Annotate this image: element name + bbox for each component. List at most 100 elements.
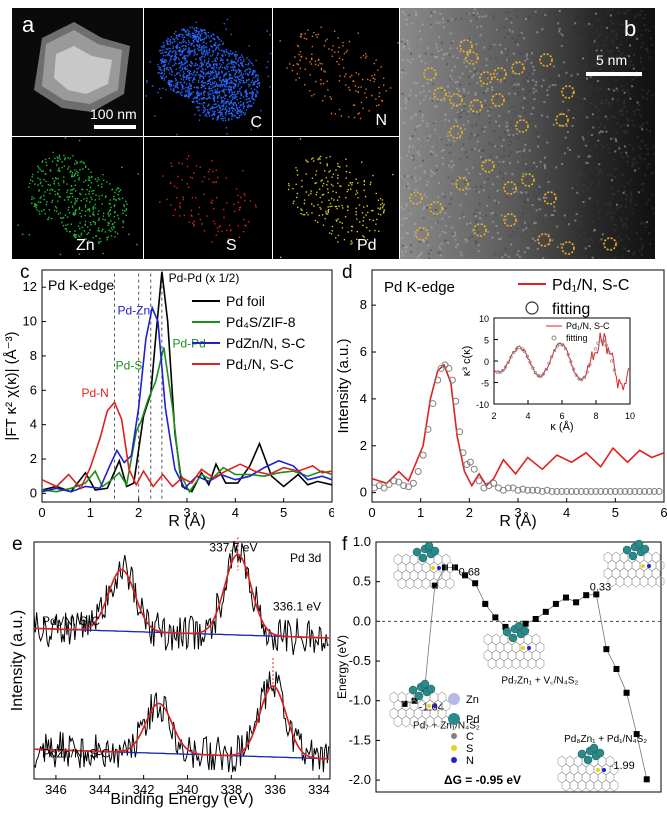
chart-f-point <box>472 580 479 587</box>
map-signal-dots <box>145 18 272 136</box>
chart-c-peak-label: Pd-S <box>116 359 143 373</box>
single-atom-marker <box>465 51 479 65</box>
graphene-cell <box>597 771 607 784</box>
graphene-cell <box>401 553 411 566</box>
chart-d-fit-point <box>452 397 460 405</box>
chart-f-point <box>542 608 549 615</box>
chart-c-ytick-label: 6 <box>30 382 37 397</box>
chart-c-peak-label: Pd-Pd <box>173 336 206 350</box>
single-atom-marker <box>479 71 493 85</box>
chart-f-point <box>482 600 489 607</box>
inset-fit-point <box>555 344 559 348</box>
inset-fit-point <box>558 342 562 346</box>
scale-bar <box>94 125 136 129</box>
graphene-cell <box>441 715 451 728</box>
chart-f-legend-label: S <box>466 743 473 755</box>
graphene-cell <box>615 559 625 572</box>
graphene-cell <box>577 763 587 776</box>
chart-d-xtick-label: 2 <box>466 505 473 520</box>
chart-d-xtick-label: 0 <box>368 505 375 520</box>
chart-d-fit-point <box>611 487 619 495</box>
graphene-cell <box>523 649 533 662</box>
chart-f-point <box>532 615 539 622</box>
graphene-cell <box>511 641 521 654</box>
single-atom-marker <box>491 93 505 107</box>
graphene-cell <box>631 575 641 588</box>
chart-d-fit-point <box>445 364 453 372</box>
chart-f-point <box>502 623 509 630</box>
chart-d-fit-point <box>405 483 412 491</box>
chart-f-point <box>573 599 580 606</box>
chart-f-value-label: -1.04 <box>419 701 444 713</box>
graphene-cell <box>581 771 591 784</box>
chart-c-xtick-label: 6 <box>328 505 334 520</box>
chart-d-xtick-label: 6 <box>660 505 667 520</box>
chart-d-fit-point <box>572 487 580 495</box>
chart-d-fit-point <box>441 361 449 369</box>
inset-fit-point <box>533 371 538 375</box>
inset-fit-point <box>607 350 611 355</box>
graphene-cell <box>651 551 661 564</box>
graphene-cell <box>577 779 587 792</box>
single-atom-marker <box>449 93 463 107</box>
eds-map-zn: Zn <box>12 137 143 259</box>
graphene-cell <box>511 657 521 670</box>
chart-d-fit-point <box>558 487 566 495</box>
graphene-cell <box>623 559 633 572</box>
chart-c-xtick-label: 0 <box>38 505 45 520</box>
single-atom-marker <box>555 113 569 127</box>
haadf-image: a 100 nm <box>12 8 143 136</box>
inset-fit-point <box>528 360 532 364</box>
chart-e-envelope <box>34 685 329 760</box>
inset-fit-point <box>571 367 576 371</box>
structure-start <box>389 679 451 728</box>
chart-d-fit-point <box>380 484 388 492</box>
scale-bar-label: 100 nm <box>90 106 137 122</box>
map-background <box>273 8 399 136</box>
chart-d-fit-point <box>616 487 624 495</box>
graphene-cell <box>635 567 645 580</box>
inset-fit-point <box>609 359 614 363</box>
chart-d-fit-point <box>459 449 467 457</box>
graphene-cell <box>603 551 613 564</box>
chart-f-point <box>583 592 590 599</box>
graphene-cell <box>405 561 415 574</box>
chart-c-series-line <box>41 271 333 493</box>
graphene-cell <box>413 577 423 590</box>
chart-e-peak-label: 337.7 eV <box>209 540 257 554</box>
chart-c-xtick-label: 4 <box>232 505 239 520</box>
inset-fit-point <box>561 343 565 347</box>
inset-fit-point <box>525 354 529 359</box>
n-atom <box>602 768 606 772</box>
chart-d-fit-point <box>409 479 417 487</box>
map-signal-dots <box>17 137 139 256</box>
particle-shape <box>12 8 143 136</box>
chart-f-value-label: -1.99 <box>610 760 635 772</box>
graphene-cell <box>519 657 529 670</box>
graphene-cell <box>623 575 633 588</box>
chart-e-title: Pd 3d <box>290 551 321 565</box>
chart-d-ytick-label: 8 <box>360 297 367 312</box>
structure-final <box>557 743 619 792</box>
inset-fit-point <box>517 345 521 350</box>
graphene-cell <box>561 763 571 776</box>
graphene-cell <box>619 567 629 580</box>
graphene-cell <box>401 569 411 582</box>
chart-d-annotation: Pd K-edge <box>384 279 455 296</box>
chart-f-path-line <box>404 567 648 780</box>
graphene-cell <box>557 755 567 768</box>
chart-d-fit-point <box>606 487 614 495</box>
chart-e-xtick-label: 338 <box>220 782 242 797</box>
single-atom-marker <box>503 213 517 227</box>
graphene-cell <box>393 569 403 582</box>
chart-e-sample-label: Pd₁/N, S-C <box>42 614 100 628</box>
pd-atom <box>426 684 436 694</box>
pd-atom <box>502 627 512 637</box>
n-atom <box>433 704 437 708</box>
single-atom-marker <box>539 53 553 67</box>
chart-d-fit-point <box>514 486 522 494</box>
graphene-cell <box>445 577 455 590</box>
panel-label-b: b <box>624 16 637 41</box>
chart-e-raw-spectrum <box>33 671 330 773</box>
chart-d-fit-point <box>529 486 537 494</box>
